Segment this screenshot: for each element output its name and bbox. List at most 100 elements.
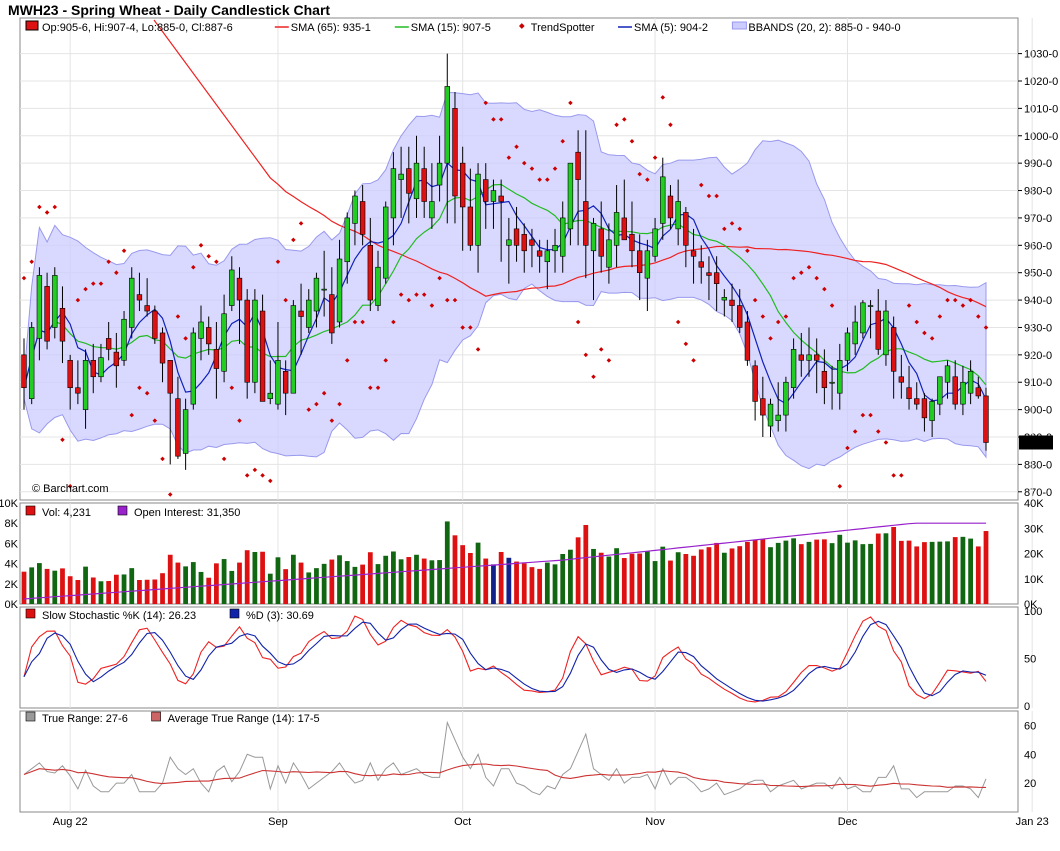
volume-bar bbox=[460, 545, 466, 604]
volume-bar bbox=[83, 566, 88, 604]
legend-label: TrendSpotter bbox=[531, 22, 595, 34]
price-tick-label: 910-0 bbox=[1024, 377, 1052, 389]
candle-body bbox=[960, 381, 966, 405]
volume-bar bbox=[444, 521, 450, 604]
volume-bar bbox=[914, 546, 920, 604]
trendspotter-dot bbox=[960, 303, 966, 308]
candle-body bbox=[760, 398, 766, 416]
candle-body bbox=[583, 201, 589, 246]
candle-body bbox=[683, 212, 689, 246]
candle-body bbox=[136, 294, 143, 301]
trendspotter-dot bbox=[952, 297, 958, 303]
trendspotter-dot bbox=[899, 473, 904, 478]
volume-bar bbox=[467, 552, 473, 604]
volume-bar bbox=[945, 541, 950, 604]
trendspotter-dot bbox=[922, 330, 927, 336]
trendspotter-dot bbox=[799, 270, 804, 275]
candle-body bbox=[890, 327, 897, 372]
volume-bar bbox=[375, 564, 381, 604]
volume-bar bbox=[67, 576, 73, 604]
watermark: © Barchart.com bbox=[32, 483, 109, 495]
volume-bar bbox=[868, 543, 873, 604]
x-tick-label: Sep bbox=[268, 816, 288, 828]
volume-bar bbox=[321, 563, 327, 604]
candle-body bbox=[606, 239, 612, 268]
trendspotter-dot bbox=[806, 264, 812, 270]
candle-body bbox=[367, 245, 374, 301]
box-icon bbox=[117, 505, 128, 516]
band-icon bbox=[731, 21, 747, 30]
volume-bar bbox=[852, 540, 858, 604]
candle-body bbox=[590, 223, 597, 252]
trendspotter-dot bbox=[583, 352, 589, 358]
trendspotter-dot bbox=[914, 319, 919, 325]
volume-bar bbox=[414, 554, 419, 604]
candle-body bbox=[98, 357, 104, 378]
legend-label: Op:905-6, Hi:907-4, Lo:885-0, Cl:887-6 bbox=[42, 22, 233, 34]
volume-bar bbox=[644, 551, 650, 604]
candle-body bbox=[459, 162, 466, 208]
volume-bar bbox=[498, 551, 504, 604]
candle-body bbox=[937, 376, 943, 405]
trendspotter-dot bbox=[575, 319, 581, 325]
volume-bar bbox=[521, 563, 527, 604]
volume-bar bbox=[760, 539, 766, 604]
candle-body bbox=[875, 310, 881, 350]
volume-bar bbox=[814, 539, 820, 604]
trendspotter-dot bbox=[237, 418, 242, 423]
trendspotter-dot bbox=[152, 418, 158, 423]
trendspotter-dot bbox=[291, 237, 296, 243]
volume-bar bbox=[783, 540, 789, 604]
candle-body bbox=[52, 275, 58, 328]
volume-bar bbox=[775, 542, 781, 604]
volume-tick-label: 6K bbox=[5, 538, 19, 550]
oi-tick-label: 20K bbox=[1024, 549, 1044, 561]
candle-body bbox=[436, 162, 443, 186]
trendspotter-dot bbox=[360, 319, 365, 325]
tr-tick-label: 60 bbox=[1024, 720, 1036, 732]
candle-body bbox=[36, 275, 43, 339]
candle-body bbox=[467, 206, 474, 246]
trendspotter-dot bbox=[852, 429, 858, 434]
candle-body bbox=[844, 332, 851, 361]
oi-tick-label: 10K bbox=[1024, 574, 1044, 586]
chart-title: MWH23 - Spring Wheat - Daily Candlestick… bbox=[8, 2, 331, 18]
volume-bar bbox=[129, 568, 135, 604]
trendspotter-dot bbox=[406, 297, 412, 303]
candle-body bbox=[621, 217, 627, 241]
volume-bar bbox=[113, 574, 119, 604]
trendspotter-dot bbox=[244, 473, 250, 478]
volume-bar bbox=[21, 571, 27, 604]
volume-bar bbox=[637, 553, 643, 604]
volume-bar bbox=[675, 552, 681, 604]
candle-body bbox=[413, 162, 420, 200]
volume-bar bbox=[283, 569, 289, 604]
volume-bar bbox=[829, 543, 835, 604]
volume-bar bbox=[337, 555, 342, 604]
price-tick-label: 900-0 bbox=[1024, 405, 1052, 417]
volume-bar bbox=[429, 560, 435, 604]
price-tick-label: 880-0 bbox=[1024, 459, 1052, 471]
stoch-tick-label: 0 bbox=[1024, 701, 1030, 713]
candle-body bbox=[105, 338, 112, 350]
volume-bar bbox=[806, 541, 812, 604]
candle-body bbox=[298, 310, 304, 317]
candle-body bbox=[690, 250, 697, 257]
price-tick-label: 940-0 bbox=[1024, 295, 1052, 307]
bar-icon bbox=[25, 505, 36, 516]
stoch-d-line bbox=[23, 620, 987, 702]
candle-body bbox=[598, 228, 604, 257]
trendspotter-dot bbox=[275, 259, 281, 265]
x-tick-label: Oct bbox=[454, 816, 471, 828]
trendspotter-dot bbox=[791, 275, 796, 281]
volume-bar bbox=[721, 552, 727, 604]
volume-bar bbox=[860, 544, 866, 604]
candle-icon bbox=[25, 20, 39, 31]
candle-body bbox=[744, 321, 751, 361]
volume-bar bbox=[244, 550, 250, 604]
trendspotter-dot bbox=[283, 297, 288, 303]
volume-bar bbox=[837, 534, 843, 604]
candle-body bbox=[975, 387, 981, 397]
volume-bar bbox=[98, 581, 104, 604]
volume-tick-label: 8K bbox=[5, 518, 19, 530]
